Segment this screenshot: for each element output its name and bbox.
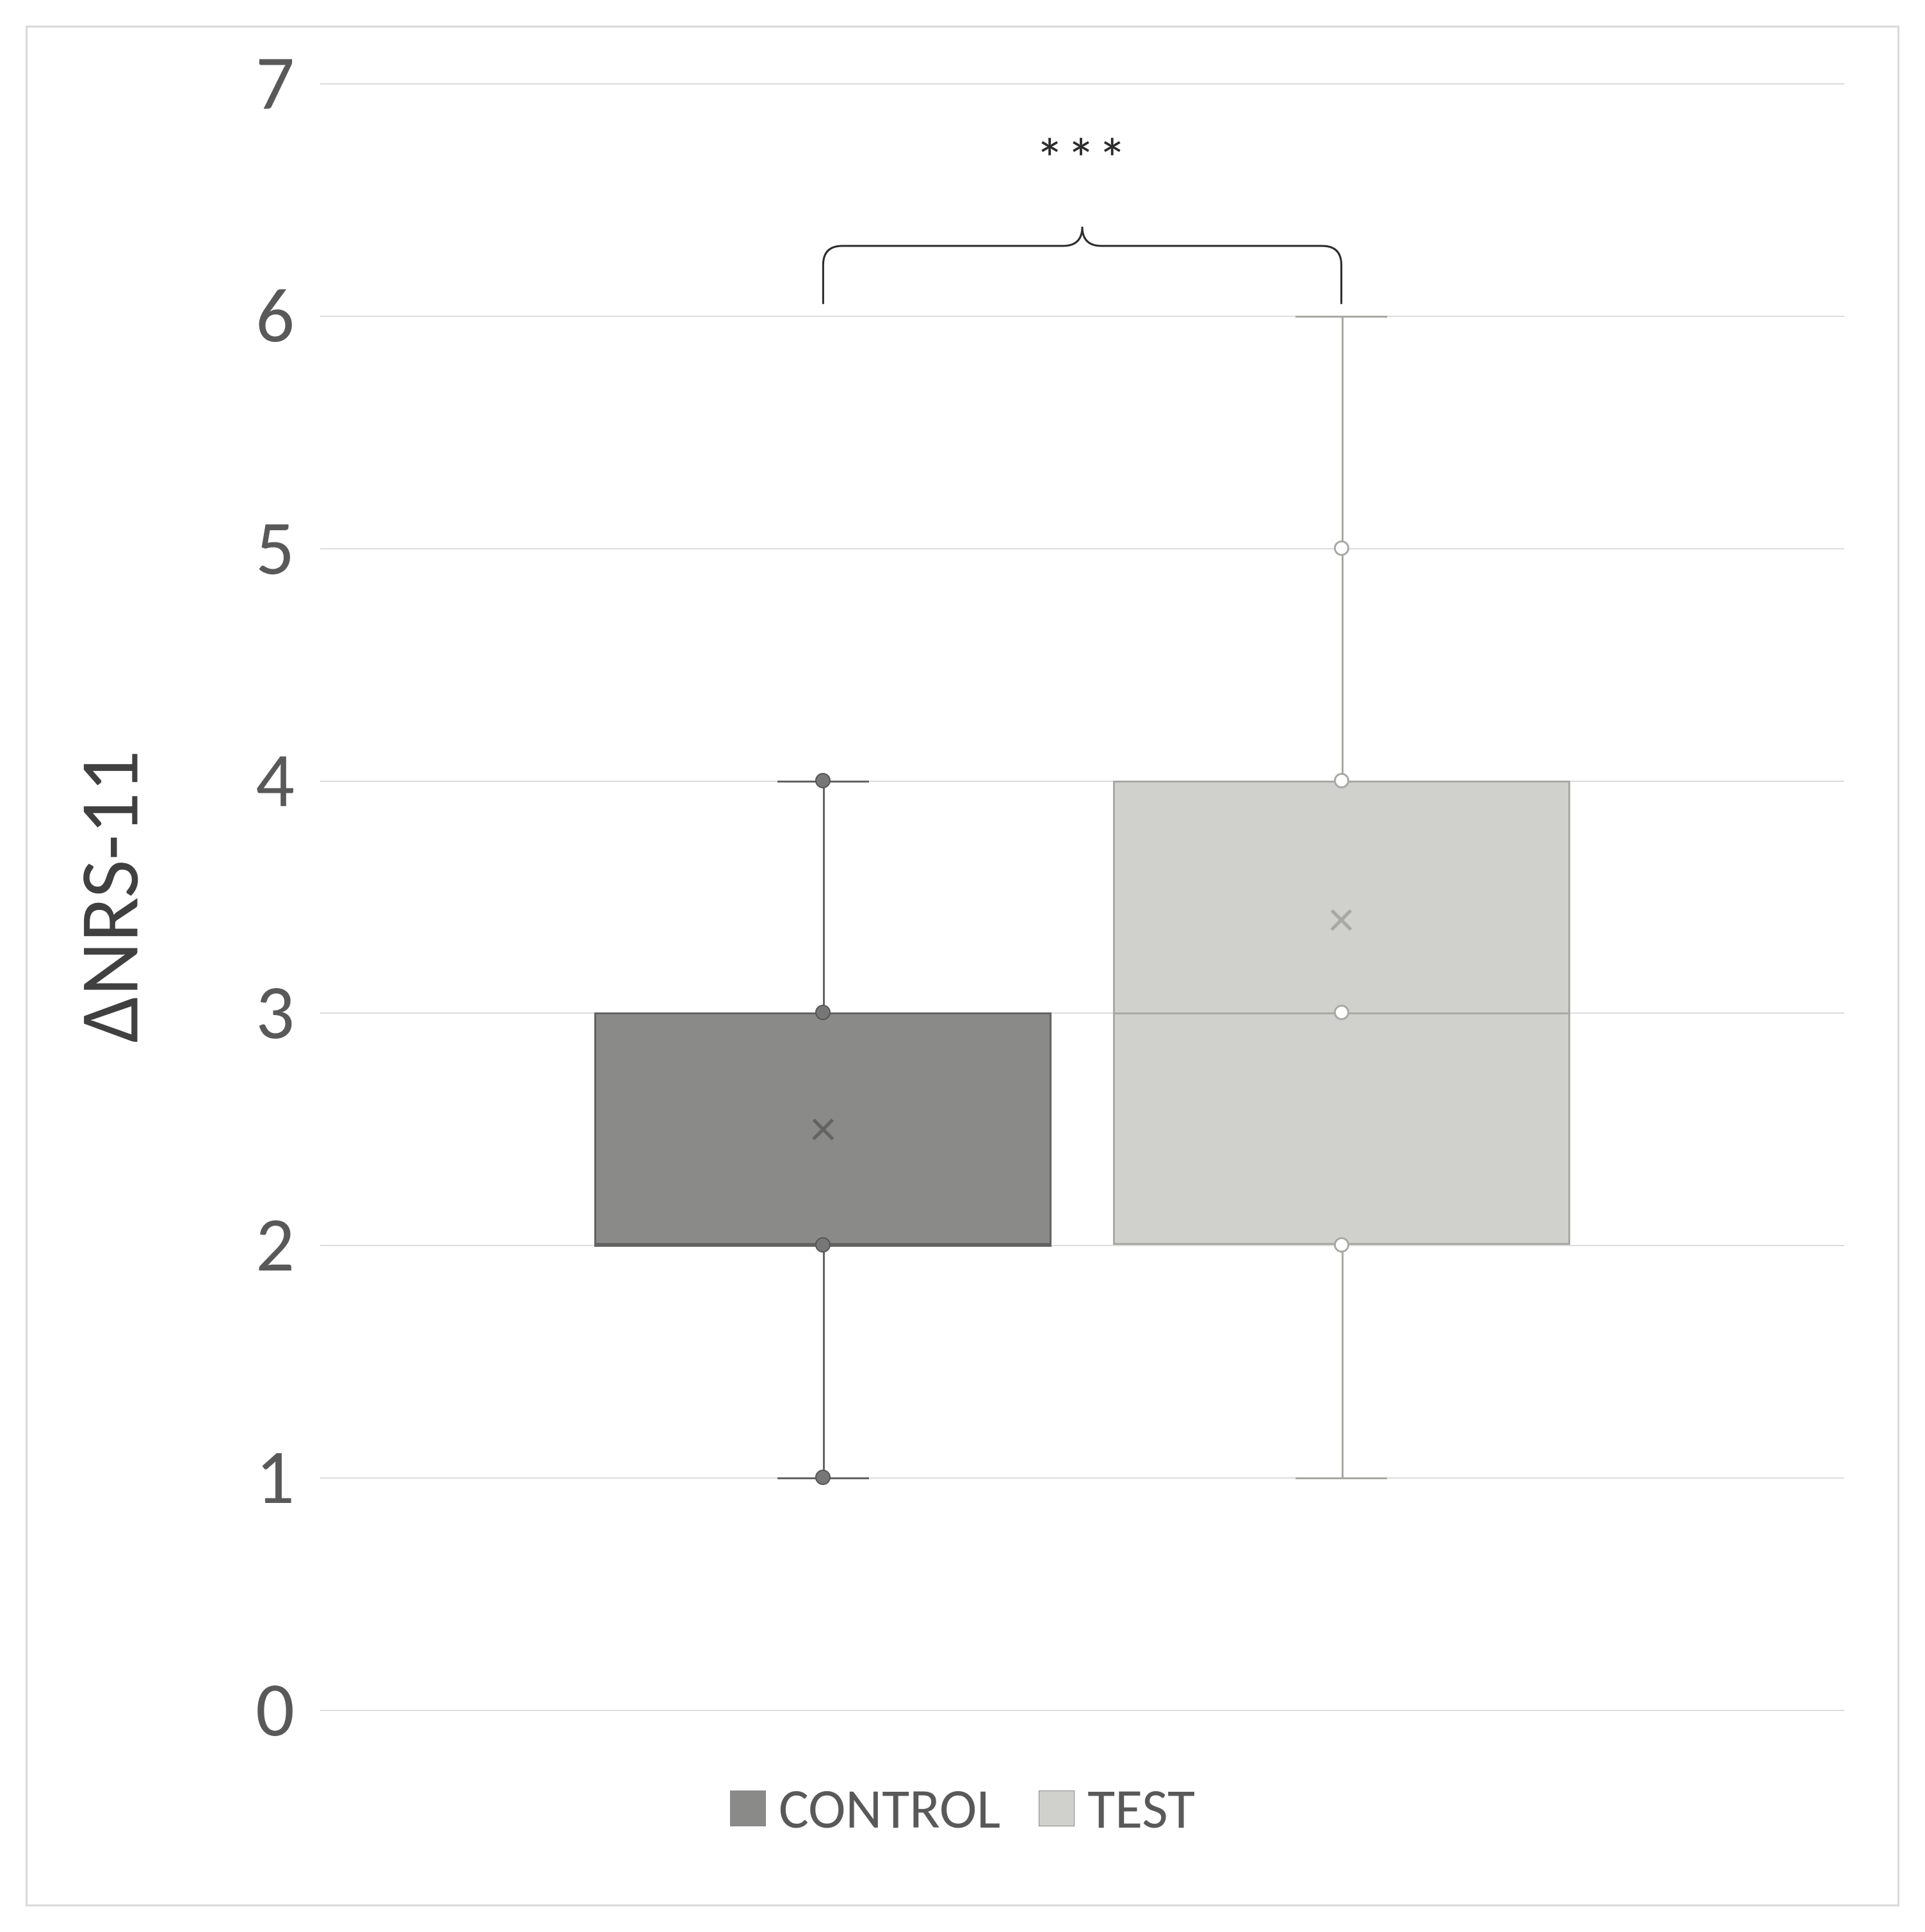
y-tick-label: 6 bbox=[256, 269, 320, 362]
plot-area: 01234567×× bbox=[320, 83, 1844, 1710]
legend-swatch bbox=[730, 1790, 766, 1826]
y-tick-label: 4 bbox=[256, 734, 320, 827]
y-tick-label: 1 bbox=[256, 1431, 320, 1524]
y-axis-title: ΔNRS-11 bbox=[58, 751, 160, 1043]
gridline bbox=[320, 1710, 1844, 1711]
legend-swatch bbox=[1039, 1790, 1075, 1826]
y-tick-label: 7 bbox=[256, 37, 320, 130]
legend: CONTROL TEST bbox=[730, 1774, 1195, 1843]
legend-label: CONTROL bbox=[779, 1774, 1000, 1843]
significance-label: *** bbox=[1036, 124, 1129, 195]
significance-bracket bbox=[320, 83, 1844, 1710]
y-tick-label: 2 bbox=[256, 1198, 320, 1292]
y-tick-label: 3 bbox=[256, 966, 320, 1059]
legend-item: TEST bbox=[1039, 1774, 1195, 1843]
legend-label: TEST bbox=[1087, 1774, 1195, 1843]
y-tick-label: 0 bbox=[256, 1663, 320, 1757]
legend-item: CONTROL bbox=[730, 1774, 1000, 1843]
y-tick-label: 5 bbox=[256, 501, 320, 595]
chart-container: 01234567×× ΔNRS-11 *** CONTROL TEST bbox=[0, 0, 1925, 1932]
